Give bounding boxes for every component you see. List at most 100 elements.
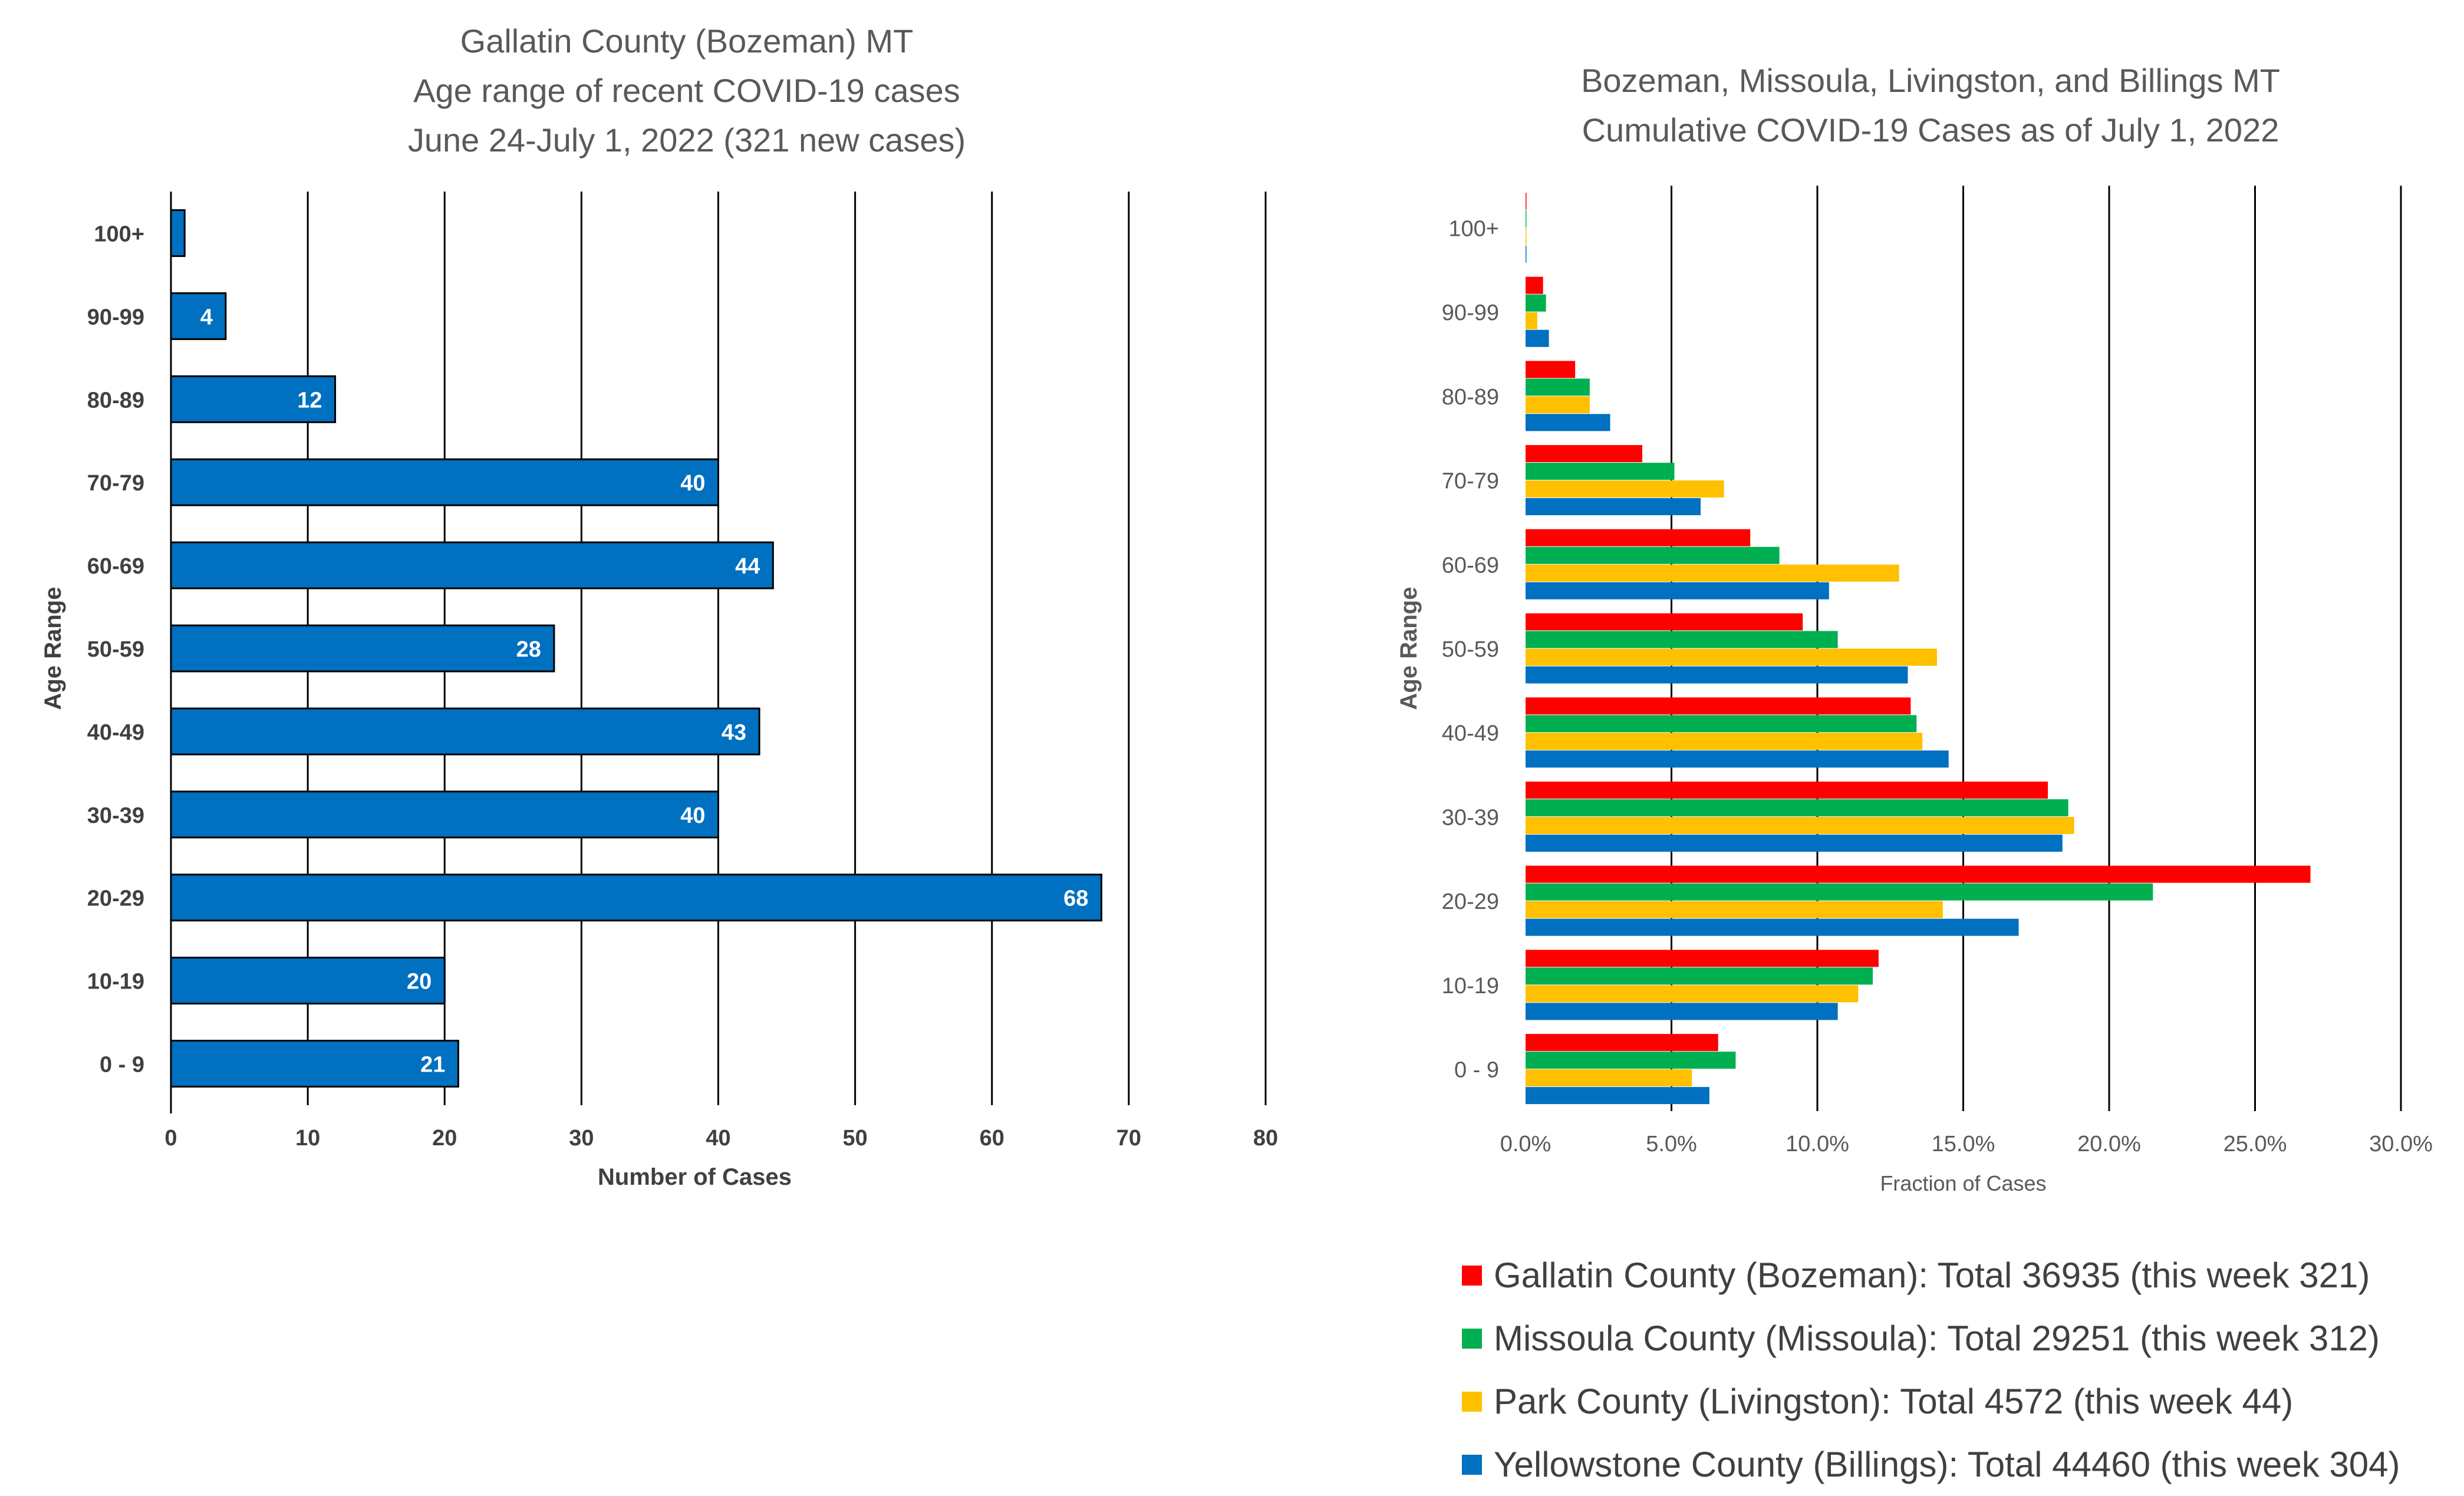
right-title-line-1: Bozeman, Missoula, Livingston, and Billi… bbox=[1581, 62, 2280, 99]
bar-park bbox=[1526, 733, 1923, 750]
bar-yellowstone bbox=[1526, 329, 1549, 347]
category-label: 100+ bbox=[94, 222, 144, 246]
legend-swatch bbox=[1462, 1265, 1482, 1286]
bar-yellowstone bbox=[1526, 414, 1610, 431]
category-label: 30-39 bbox=[87, 803, 144, 828]
legend-swatch bbox=[1462, 1454, 1482, 1475]
bar-gallatin bbox=[1526, 865, 2311, 883]
data-label: 44 bbox=[735, 554, 760, 579]
legend-label: Missoula County (Missoula): Total 29251 … bbox=[1494, 1319, 2380, 1358]
bar-missoula bbox=[1526, 883, 2153, 901]
data-label: 12 bbox=[297, 388, 322, 413]
bar-yellowstone bbox=[1526, 666, 1908, 684]
right-bar-chart: 0 - 9 10-19 20-29 30-39 40-49 50-59 60-69 70-79… bbox=[1396, 186, 2433, 1195]
left-title-line-2: Age range of recent COVID-19 cases bbox=[413, 72, 960, 109]
left-title-line-1: Gallatin County (Bozeman) MT bbox=[460, 22, 914, 60]
left-chart-title: Gallatin County (Bozeman) MT Age range o… bbox=[295, 17, 1079, 165]
x-tick-label: 40 bbox=[706, 1126, 730, 1151]
bar-gallatin bbox=[1526, 950, 1879, 967]
bar bbox=[170, 957, 446, 1005]
bar-yellowstone bbox=[1526, 834, 2063, 852]
legend-item: Missoula County (Missoula): Total 29251 … bbox=[1462, 1307, 2400, 1370]
category-label: 0 - 9 bbox=[100, 1053, 144, 1077]
x-tick-label: 5.0% bbox=[1646, 1132, 1697, 1156]
legend-swatch bbox=[1462, 1391, 1482, 1412]
bar-yellowstone bbox=[1526, 582, 1829, 599]
bar-gallatin bbox=[1526, 192, 1527, 210]
bar bbox=[170, 292, 227, 340]
category-label: 100+ bbox=[1448, 216, 1499, 241]
bar-missoula bbox=[1526, 294, 1546, 312]
data-label: 40 bbox=[680, 803, 705, 828]
bar bbox=[170, 1040, 459, 1088]
bar-missoula bbox=[1526, 378, 1590, 396]
bar bbox=[170, 707, 760, 756]
bar-yellowstone bbox=[1526, 918, 2019, 936]
y-axis-title: Age Range bbox=[1396, 587, 1422, 710]
category-label: 80-89 bbox=[1442, 385, 1499, 410]
legend-item: Park County (Livingston): Total 4572 (th… bbox=[1462, 1370, 2400, 1433]
data-label: 21 bbox=[420, 1053, 445, 1077]
bar-missoula bbox=[1526, 210, 1527, 228]
category-label: 0 - 9 bbox=[1454, 1058, 1499, 1083]
bar-gallatin bbox=[1526, 361, 1576, 378]
legend-item: Gallatin County (Bozeman): Total 36935 (… bbox=[1462, 1244, 2400, 1307]
x-tick-label: 0.0% bbox=[1500, 1132, 1551, 1156]
bar-gallatin bbox=[1526, 613, 1803, 631]
x-tick-label: 30.0% bbox=[2369, 1132, 2433, 1156]
data-label: 43 bbox=[722, 720, 746, 745]
bar bbox=[170, 790, 719, 839]
right-chart-legend: Gallatin County (Bozeman): Total 36935 (… bbox=[1462, 1244, 2400, 1496]
x-tick-label: 25.0% bbox=[2223, 1132, 2287, 1156]
x-tick-label: 80 bbox=[1253, 1126, 1278, 1151]
bar-yellowstone bbox=[1526, 1087, 1709, 1105]
x-tick-label: 20 bbox=[432, 1126, 457, 1151]
category-label: 10-19 bbox=[1442, 974, 1499, 999]
bar-park bbox=[1526, 480, 1724, 498]
bar-gallatin bbox=[1526, 1034, 1718, 1052]
data-label: 20 bbox=[407, 970, 431, 994]
bar-yellowstone bbox=[1526, 1003, 1838, 1020]
category-label: 60-69 bbox=[1442, 553, 1499, 578]
x-tick-label: 20.0% bbox=[2077, 1132, 2141, 1156]
legend-swatch bbox=[1462, 1328, 1482, 1349]
x-tick-label: 30 bbox=[569, 1126, 594, 1151]
bar-missoula bbox=[1526, 463, 1675, 480]
x-axis-title: Number of Cases bbox=[598, 1164, 792, 1190]
bar-missoula bbox=[1526, 715, 1917, 733]
data-label: 28 bbox=[516, 637, 541, 662]
bar-missoula bbox=[1526, 967, 1873, 985]
right-chart-title: Bozeman, Missoula, Livingston, and Billi… bbox=[1485, 56, 2376, 155]
bar-park bbox=[1526, 228, 1527, 245]
bar-yellowstone bbox=[1526, 498, 1701, 516]
bar bbox=[170, 375, 337, 423]
bar bbox=[170, 458, 719, 506]
data-label: 4 bbox=[200, 305, 213, 329]
bar-park bbox=[1526, 816, 2074, 834]
category-label: 90-99 bbox=[1442, 301, 1499, 325]
legend-label: Gallatin County (Bozeman): Total 36935 (… bbox=[1494, 1256, 2370, 1295]
bar bbox=[170, 624, 555, 673]
bar-yellowstone bbox=[1526, 245, 1527, 263]
data-label: 68 bbox=[1063, 887, 1088, 911]
bar-gallatin bbox=[1526, 697, 1911, 715]
bar-missoula bbox=[1526, 1052, 1736, 1069]
x-tick-label: 10 bbox=[295, 1126, 320, 1151]
bar-gallatin bbox=[1526, 529, 1751, 546]
legend-label: Park County (Livingston): Total 4572 (th… bbox=[1494, 1382, 2294, 1421]
category-label: 30-39 bbox=[1442, 805, 1499, 830]
x-tick-label: 10.0% bbox=[1786, 1132, 1849, 1156]
category-label: 60-69 bbox=[87, 554, 144, 579]
category-label: 20-29 bbox=[87, 887, 144, 911]
bar-missoula bbox=[1526, 546, 1780, 564]
x-tick-label: 70 bbox=[1116, 1126, 1141, 1151]
category-label: 50-59 bbox=[87, 637, 144, 662]
bar-missoula bbox=[1526, 631, 1838, 648]
x-tick-label: 60 bbox=[980, 1126, 1004, 1151]
category-label: 70-79 bbox=[87, 471, 144, 496]
bar-park bbox=[1526, 396, 1590, 414]
bar-missoula bbox=[1526, 799, 2068, 816]
category-label: 80-89 bbox=[87, 388, 144, 413]
